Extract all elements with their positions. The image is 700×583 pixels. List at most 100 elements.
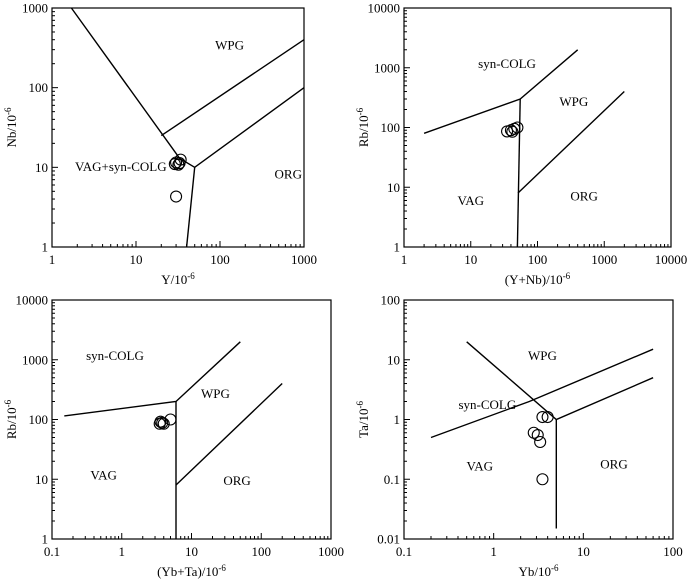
x-tick-label: 1: [490, 544, 497, 559]
field-label: VAG: [467, 459, 494, 474]
y-tick-label: 1: [42, 532, 49, 547]
x-tick-label: 1: [401, 252, 408, 267]
y-tick-label: 1: [394, 412, 401, 427]
panel-rb-vs-y-plus-nb: 1 10 100 1000 10000110100100010000(Y+Nb)/10-…: [355, 1, 687, 288]
sample-point: [531, 428, 544, 442]
x-axis-label-exponent: -6: [187, 271, 195, 281]
x-axis-label-base: Yb/10: [519, 564, 552, 579]
plot-frame: [51, 299, 332, 540]
y-tick-label: 100: [29, 80, 49, 95]
x-tick-label: 1: [49, 252, 56, 267]
x-tick-label: 1000: [591, 252, 617, 267]
y-tick-label: 10000: [16, 293, 49, 308]
x-tick-label: 10: [130, 252, 143, 267]
x-tick-label: 10: [577, 544, 590, 559]
field-boundary-line: [430, 348, 654, 439]
x-axis-label-base: (Yb+Ta)/10: [157, 564, 218, 579]
x-tick-label: 0.1: [396, 544, 412, 559]
x-axis-label: (Yb+Ta)/10-6: [157, 563, 226, 579]
x-tick-label: 100: [663, 544, 683, 559]
y-tick-label: 1000: [374, 60, 400, 75]
sample-point: [157, 417, 170, 430]
sample-point: [173, 157, 186, 170]
sample-point: [541, 410, 554, 424]
x-tick-label: 100: [210, 252, 230, 267]
field-boundary-line: [70, 7, 305, 169]
field-label: ORG: [275, 167, 302, 182]
x-axis-label: Y/10-6: [161, 271, 195, 287]
x-tick-label: 100: [528, 252, 548, 267]
field-boundary-line: [517, 90, 625, 194]
sample-point: [164, 413, 177, 426]
field-label: ORG: [223, 473, 250, 488]
field-boundary-line: [516, 98, 521, 248]
y-axis-label-base: Rb/10: [4, 407, 19, 439]
sample-point: [536, 410, 549, 424]
y-tick-label: 0.01: [377, 532, 400, 547]
field-label: WPG: [528, 348, 557, 363]
sample-point: [154, 415, 167, 428]
field-label: syn-COLG: [458, 397, 516, 412]
x-tick-label: 1000: [291, 252, 317, 267]
y-tick-label: 1: [394, 240, 401, 255]
sample-point: [534, 435, 547, 449]
y-tick-label: 100: [381, 120, 401, 135]
x-tick-label: 1: [119, 544, 126, 559]
y-axis-label: Nb/10-6: [3, 107, 19, 147]
x-axis-label-exponent: -6: [218, 563, 226, 573]
y-axis-label-exponent: -6: [3, 107, 13, 115]
plot-frame: [51, 7, 305, 248]
sample-point: [156, 416, 169, 429]
x-tick-label: 0.1: [44, 544, 60, 559]
y-tick-label: 100: [29, 412, 49, 427]
field-label: syn-COLG: [86, 348, 144, 363]
panel-ta-vs-yb: 0.1 1 10 1000.010.1110100Yb/10-6Ta/10-6WPGs…: [355, 293, 683, 580]
plot-frame: [403, 299, 674, 540]
x-tick-label: 10000: [655, 252, 688, 267]
x-axis-label-exponent: -6: [563, 271, 571, 281]
x-tick-label: 10: [464, 252, 477, 267]
field-boundary-line: [185, 167, 196, 248]
field-boundary-line: [175, 382, 283, 486]
sample-point: [536, 473, 549, 486]
y-tick-label: 1000: [22, 352, 48, 367]
y-axis-label-base: Nb/10: [4, 115, 19, 148]
field-label: syn-COLG: [478, 56, 536, 71]
y-tick-label: 0.1: [384, 472, 400, 487]
x-axis-label-base: Y/10: [161, 272, 187, 287]
field-label: ORG: [600, 457, 627, 472]
y-tick-label: 10: [387, 352, 400, 367]
field-label: WPG: [201, 386, 230, 401]
y-tick-label: 10: [35, 472, 48, 487]
field-label: VAG: [90, 467, 117, 482]
y-tick-label: 100: [381, 293, 401, 308]
y-axis-label: Ta/10-6: [355, 401, 371, 438]
panel-rb-vs-yb-plus-ta: 0.1 1 10 100 1000110100100010000(Yb+Ta)/10-6…: [3, 293, 344, 580]
x-axis-label: (Y+Nb)/10-6: [505, 271, 571, 287]
sample-point: [511, 121, 524, 134]
panel-nb-vs-y: 1 10 100 10001101001000Y/10-6Nb/10-6WPGVAG+…: [3, 1, 317, 288]
x-axis-label-base: (Y+Nb)/10: [505, 272, 563, 287]
sample-point: [168, 157, 181, 171]
plot-frame: [403, 7, 672, 248]
field-label: VAG+syn-COLG: [75, 159, 167, 174]
x-axis-label: Yb/10-6: [519, 563, 559, 579]
field-label: VAG: [458, 193, 485, 208]
x-tick-label: 1000: [318, 544, 344, 559]
x-axis-label-exponent: -6: [551, 563, 559, 573]
field-label: WPG: [215, 38, 244, 53]
y-axis-label: Rb/10-6: [3, 399, 19, 439]
y-axis-label: Rb/10-6: [355, 107, 371, 147]
x-tick-label: 10: [185, 544, 198, 559]
y-axis-label-exponent: -6: [355, 401, 365, 409]
y-tick-label: 1000: [22, 1, 48, 16]
y-tick-label: 10: [35, 160, 48, 175]
y-axis-label-exponent: -6: [3, 399, 13, 407]
field-label: WPG: [559, 94, 588, 109]
y-axis-label-exponent: -6: [355, 107, 365, 115]
field-boundary-line: [160, 39, 305, 137]
y-tick-label: 1: [42, 240, 49, 255]
y-tick-label: 10000: [368, 1, 401, 16]
x-tick-label: 100: [252, 544, 272, 559]
